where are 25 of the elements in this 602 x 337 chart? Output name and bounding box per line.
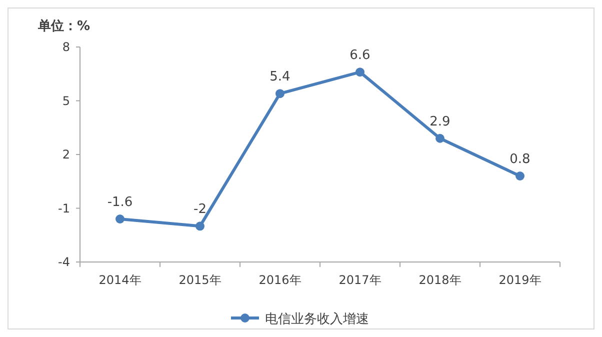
x-tick-label: 2014年 bbox=[98, 273, 142, 287]
x-tick-label: 2015年 bbox=[178, 273, 222, 287]
y-tick-label: -4 bbox=[58, 255, 70, 269]
x-tick-label: 2017年 bbox=[338, 273, 382, 287]
point bbox=[436, 134, 444, 143]
y-tick-label: 2 bbox=[62, 148, 70, 162]
y-axis-title: 单位：% bbox=[37, 18, 90, 34]
point bbox=[516, 172, 524, 180]
data-label: 5.4 bbox=[270, 70, 290, 85]
y-tick-label: 5 bbox=[62, 94, 70, 108]
y-tick-label: -1 bbox=[58, 201, 70, 216]
data-label: -1.6 bbox=[107, 195, 133, 210]
x-tick-label: 2019年 bbox=[498, 273, 542, 287]
x-tick-label: 2018年 bbox=[418, 273, 462, 287]
data-label: -2 bbox=[194, 202, 206, 218]
y-tick-label: 8 bbox=[62, 40, 70, 54]
legend-label: 电信业务收入增速 bbox=[265, 312, 369, 327]
point bbox=[196, 222, 204, 231]
data-label: 0.8 bbox=[510, 152, 530, 167]
data-label: 2.9 bbox=[430, 114, 450, 130]
point bbox=[276, 89, 284, 98]
x-tick-label: 2016年 bbox=[258, 273, 302, 287]
point bbox=[116, 214, 124, 224]
data-label: 6.6 bbox=[350, 48, 370, 64]
point bbox=[356, 68, 364, 77]
